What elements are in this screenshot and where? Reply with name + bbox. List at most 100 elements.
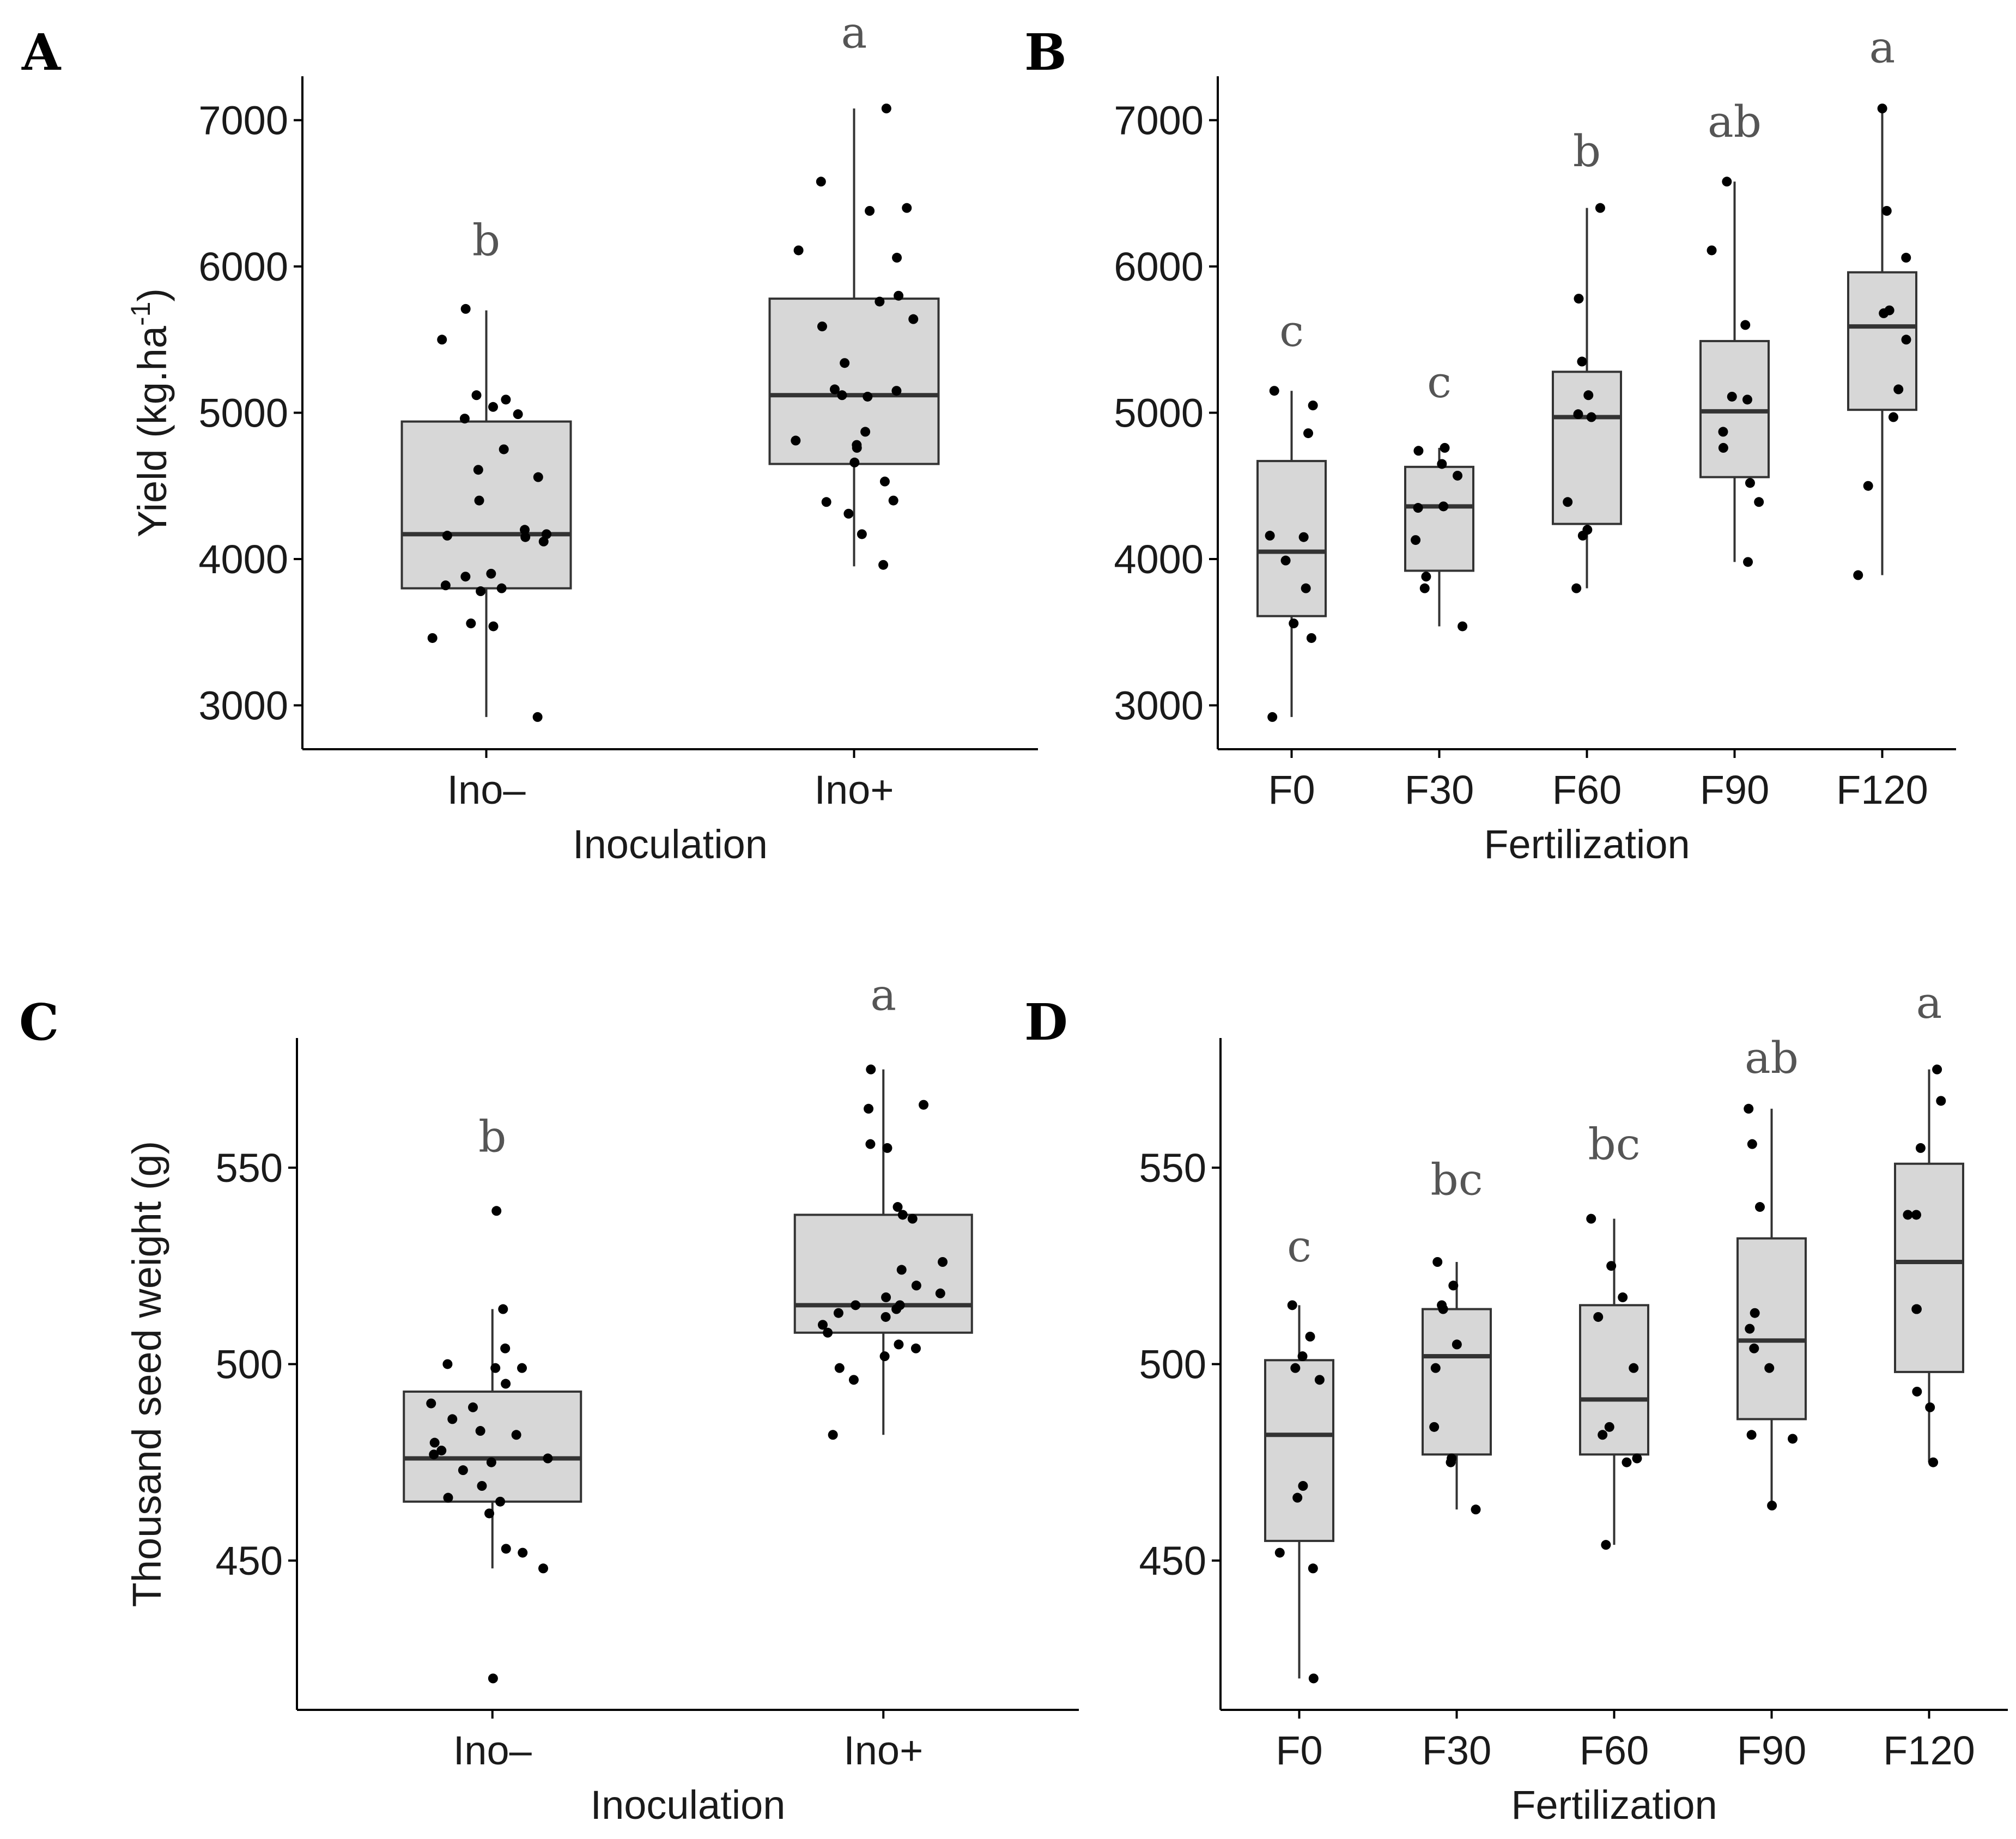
data-point (1267, 712, 1278, 722)
box-group: c (1256, 306, 1327, 722)
box-group: a (768, 7, 940, 570)
data-point (476, 586, 486, 597)
data-point (458, 1465, 468, 1476)
data-point (437, 335, 447, 345)
x-axis-title: Inoculation (591, 1782, 786, 1828)
y-tick-label: 7000 (198, 98, 288, 143)
box-group: b (400, 215, 572, 722)
data-point (466, 618, 476, 629)
data-point (1903, 1210, 1913, 1220)
data-point (834, 1363, 845, 1373)
data-point (501, 1379, 511, 1389)
data-point (1413, 503, 1423, 513)
data-point (1743, 557, 1753, 567)
y-tick-label: 7000 (1114, 98, 1204, 143)
y-tick-label: 5000 (198, 391, 288, 436)
data-point (474, 495, 484, 506)
x-tick-label: F60 (1580, 1728, 1649, 1773)
data-point (828, 1430, 838, 1440)
data-point (1471, 1504, 1481, 1515)
data-point (881, 1312, 891, 1322)
data-point (532, 712, 543, 722)
data-point (1601, 1540, 1611, 1550)
data-point (1573, 409, 1583, 420)
y-tick-label: 3000 (1114, 683, 1204, 728)
data-point (852, 440, 862, 450)
data-point (1932, 1064, 1942, 1075)
data-point (1290, 1363, 1301, 1373)
data-point (1289, 618, 1299, 629)
data-point (1936, 1096, 1946, 1106)
data-point (821, 497, 831, 507)
data-point (1915, 1143, 1926, 1153)
data-point (538, 1563, 549, 1574)
data-point (919, 1100, 929, 1110)
data-point (1571, 583, 1582, 593)
x-tick-label: Ino+ (843, 1728, 923, 1773)
data-point (860, 427, 871, 437)
box-iqr (400, 420, 572, 590)
data-point (459, 414, 470, 424)
data-point (1280, 555, 1291, 566)
data-point (1877, 104, 1887, 114)
data-point (486, 1457, 496, 1467)
data-point (1750, 1308, 1760, 1318)
box-iqr (1579, 1304, 1649, 1456)
significance-letter: a (1869, 22, 1896, 72)
significance-letter: b (1573, 126, 1601, 177)
data-point (1606, 1261, 1617, 1271)
panel-letter: C (19, 993, 59, 1052)
data-point (520, 525, 530, 535)
data-point (460, 304, 471, 314)
x-tick-label: F30 (1422, 1728, 1492, 1773)
data-point (443, 1492, 453, 1503)
data-point (1292, 1492, 1303, 1503)
data-point (460, 572, 471, 582)
data-point (935, 1288, 945, 1298)
data-point (1893, 384, 1904, 394)
data-point (1629, 1363, 1639, 1373)
data-point (1297, 1351, 1308, 1362)
data-point (501, 394, 511, 405)
data-point (1911, 1210, 1921, 1220)
panel-c: C 450 500 550 Ino– Ino+ Inoculation Thousand se… (19, 970, 1079, 1828)
significance-letter: c (1427, 357, 1452, 408)
box-group: c (1404, 357, 1474, 632)
data-point (791, 435, 801, 446)
data-point (1744, 1103, 1754, 1114)
data-point (881, 1292, 891, 1302)
data-point (1301, 583, 1311, 593)
data-point (1745, 478, 1755, 488)
box-group: c (1264, 1221, 1334, 1684)
data-point (517, 1363, 527, 1373)
data-point (1447, 1453, 1457, 1464)
data-point (1303, 428, 1314, 439)
data-point (488, 402, 499, 412)
data-point (1912, 1386, 1922, 1397)
panel-letter: D (1024, 993, 1068, 1052)
box-iqr (1894, 1162, 1964, 1373)
data-point (1764, 1363, 1775, 1373)
data-point (897, 1210, 908, 1220)
data-point (833, 1308, 843, 1318)
data-point (866, 1064, 876, 1075)
data-point (1888, 412, 1898, 422)
panel-d: D 450 500 550 F0 F30 F60 F90 F120 Fertilization c b… (1024, 978, 2008, 1828)
data-point (1884, 305, 1894, 315)
data-point (1438, 501, 1449, 512)
data-point (518, 1547, 528, 1558)
data-point (491, 1206, 502, 1216)
data-point (1746, 1430, 1757, 1440)
data-point (823, 1327, 833, 1338)
data-point (1925, 1402, 1935, 1412)
data-point (501, 1544, 511, 1554)
data-point (1618, 1292, 1628, 1302)
y-tick-label: 550 (1139, 1145, 1206, 1191)
data-point (1265, 531, 1275, 541)
data-point (910, 1343, 921, 1354)
data-point (1742, 394, 1752, 405)
data-point (1593, 1312, 1604, 1322)
data-point (447, 1414, 458, 1424)
data-point (477, 1481, 487, 1491)
